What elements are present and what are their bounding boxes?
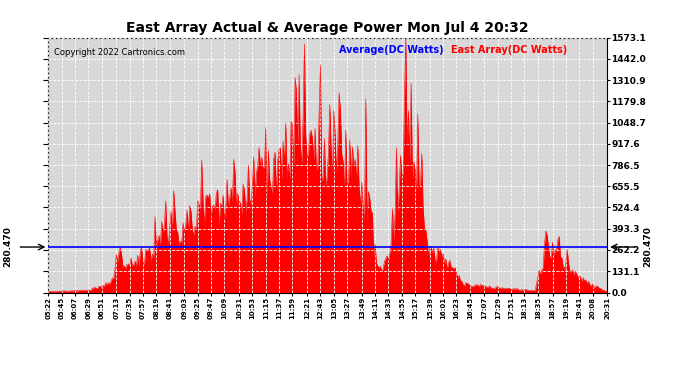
Text: 280.470: 280.470 <box>3 226 12 267</box>
Text: East Array(DC Watts): East Array(DC Watts) <box>451 45 567 55</box>
Text: Copyright 2022 Cartronics.com: Copyright 2022 Cartronics.com <box>54 48 185 57</box>
Text: Average(DC Watts): Average(DC Watts) <box>339 45 444 55</box>
Text: 280.470: 280.470 <box>644 226 653 267</box>
Title: East Array Actual & Average Power Mon Jul 4 20:32: East Array Actual & Average Power Mon Ju… <box>126 21 529 35</box>
